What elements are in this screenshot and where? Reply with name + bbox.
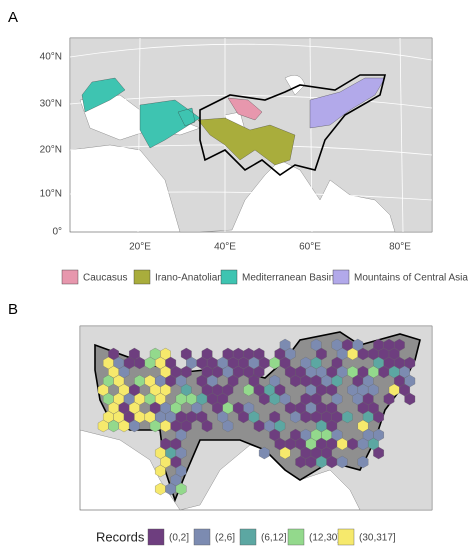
hex-cell (373, 410, 384, 424)
legend-label: (6,12] (261, 533, 287, 544)
legend-label: Mediterranean Basin (242, 273, 334, 284)
lon-label: 80°E (389, 242, 411, 253)
legend-label: Mountains of Central Asia (354, 273, 468, 284)
hex-cell (222, 419, 234, 433)
hex-cell (383, 392, 395, 406)
hex-cell (201, 419, 213, 433)
legend-swatch (287, 528, 305, 546)
legend-swatch (193, 528, 211, 546)
legend-label: (0,2] (169, 533, 189, 544)
lat-label: 30°N (40, 99, 62, 110)
hex-cell (357, 455, 369, 469)
legend-label: Irano-Anatolian (155, 273, 223, 284)
region-central-asia (309, 77, 386, 129)
hex-cell (404, 392, 416, 406)
legend-swatch (147, 528, 165, 546)
hex-cell (279, 446, 291, 460)
hex-cell (258, 446, 270, 460)
panel-label: B (8, 301, 18, 318)
legend-label: (12,30] (309, 533, 340, 544)
region-caucasus (227, 97, 263, 121)
lon-label: 60°E (299, 242, 321, 253)
hex-cell (175, 482, 187, 496)
legend-title: Records (96, 529, 145, 544)
panel-label: A (8, 9, 18, 26)
hex-cell (342, 410, 353, 424)
legend-label: (2,6] (215, 533, 235, 544)
hex-cell (373, 446, 384, 460)
lat-label: 40°N (40, 52, 62, 63)
lon-label: 40°E (214, 242, 236, 253)
legend-swatch (337, 528, 355, 546)
hex-cell (129, 419, 140, 433)
legend-swatch (332, 269, 350, 285)
lat-label: 20°N (40, 145, 62, 156)
region-irano-anatolian (197, 117, 296, 166)
region-mediterranean (81, 77, 201, 149)
hex-cell (155, 464, 166, 478)
lat-label: 10°N (40, 189, 62, 200)
legend-label: (30,317] (359, 533, 396, 544)
legend-label: Caucasus (83, 273, 127, 284)
lat-label: 0° (52, 227, 62, 238)
legend-swatch (220, 269, 238, 285)
legend-swatch (239, 528, 257, 546)
lon-label: 20°E (129, 242, 151, 253)
legend-swatch (133, 269, 151, 285)
hex-cell (336, 455, 348, 469)
study-area-outline (199, 74, 387, 176)
legend-swatch (61, 269, 79, 285)
